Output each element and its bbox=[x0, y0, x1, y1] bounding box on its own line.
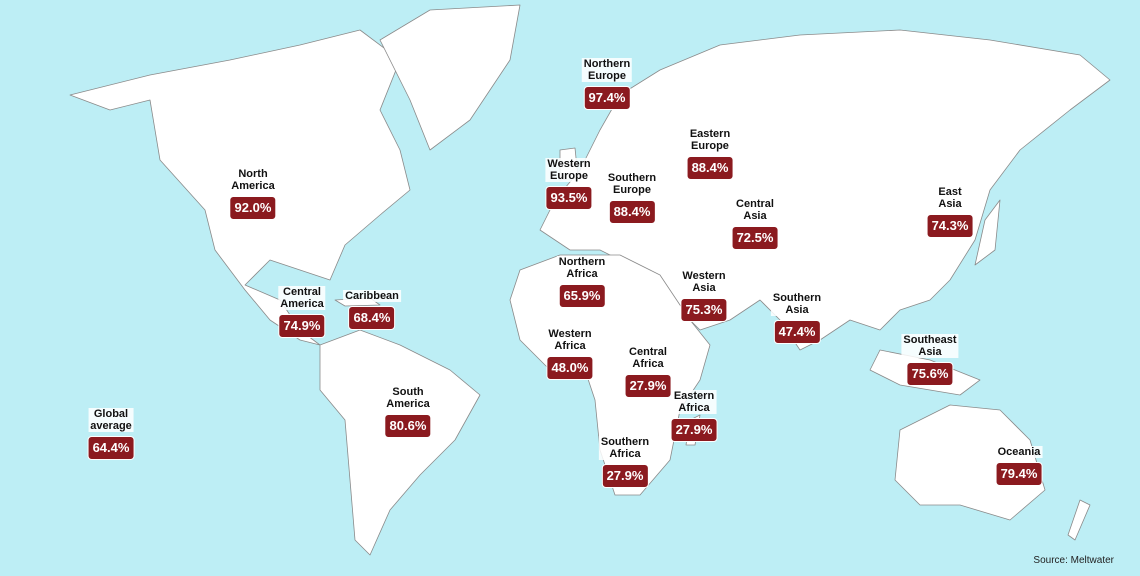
region-name: Caribbean bbox=[343, 290, 401, 302]
region-label-southern-africa: Southern Africa 27.9% bbox=[598, 436, 652, 488]
region-name: Western Europe bbox=[545, 158, 593, 182]
region-label-east-asia: East Asia 74.3% bbox=[926, 186, 974, 238]
region-name: Northern Africa bbox=[556, 256, 608, 280]
region-value-badge: 72.5% bbox=[731, 226, 779, 250]
region-label-oceania: Oceania 79.4% bbox=[995, 446, 1043, 486]
region-label-southeast-asia: Southeast Asia 75.6% bbox=[901, 334, 959, 386]
region-label-central-africa: Central Africa 27.9% bbox=[624, 346, 672, 398]
region-value-badge: 93.5% bbox=[545, 186, 593, 210]
region-value-badge: 75.6% bbox=[906, 362, 954, 386]
region-label-northern-africa: Northern Africa 65.9% bbox=[556, 256, 608, 308]
region-name: Southern Asia bbox=[770, 292, 824, 316]
region-label-western-asia: Western Asia 75.3% bbox=[680, 270, 728, 322]
region-name: North America bbox=[229, 168, 277, 192]
source-credit: Source: Meltwater bbox=[1033, 555, 1114, 566]
region-name: Eastern Africa bbox=[671, 390, 717, 414]
japan-landmass bbox=[974, 199, 1001, 266]
region-value-badge: 97.4% bbox=[583, 86, 631, 110]
region-label-central-america: Central America 74.9% bbox=[278, 286, 326, 338]
region-name: Southern Africa bbox=[598, 436, 652, 460]
region-value-badge: 92.0% bbox=[229, 196, 277, 220]
region-value-badge: 27.9% bbox=[624, 374, 672, 398]
region-label-global-average: Global average 64.4% bbox=[87, 408, 135, 460]
region-label-south-america: South America 80.6% bbox=[384, 386, 432, 438]
region-value-badge: 47.4% bbox=[773, 320, 821, 344]
region-value-badge: 64.4% bbox=[87, 436, 135, 460]
region-label-western-africa: Western Africa 48.0% bbox=[546, 328, 594, 380]
region-name: East Asia bbox=[936, 186, 964, 210]
region-value-badge: 88.4% bbox=[686, 156, 734, 180]
region-value-badge: 48.0% bbox=[546, 356, 594, 380]
region-label-southern-asia: Southern Asia 47.4% bbox=[770, 292, 824, 344]
region-label-central-asia: Central Asia 72.5% bbox=[731, 198, 779, 250]
region-name: Southeast Asia bbox=[901, 334, 959, 358]
region-value-badge: 79.4% bbox=[995, 462, 1043, 486]
africa-landmass bbox=[509, 254, 711, 496]
region-label-caribbean: Caribbean 68.4% bbox=[343, 290, 401, 330]
region-name: Central Africa bbox=[627, 346, 669, 370]
region-label-southern-europe: Southern Europe 88.4% bbox=[605, 172, 659, 224]
region-value-badge: 68.4% bbox=[348, 306, 396, 330]
region-label-eastern-europe: Eastern Europe 88.4% bbox=[686, 128, 734, 180]
region-name: Western Asia bbox=[680, 270, 728, 294]
region-name: Southern Europe bbox=[605, 172, 659, 196]
region-value-badge: 27.9% bbox=[601, 464, 649, 488]
region-name: Central Asia bbox=[734, 198, 776, 222]
region-value-badge: 65.9% bbox=[558, 284, 606, 308]
new-zealand-landmass bbox=[1067, 499, 1091, 541]
region-value-badge: 88.4% bbox=[608, 200, 656, 224]
greenland-landmass bbox=[379, 4, 521, 151]
region-label-northern-europe: Northern Europe 97.4% bbox=[581, 58, 633, 110]
region-value-badge: 75.3% bbox=[680, 298, 728, 322]
region-value-badge: 74.9% bbox=[278, 314, 326, 338]
region-value-badge: 80.6% bbox=[384, 414, 432, 438]
region-label-western-europe: Western Europe 93.5% bbox=[545, 158, 593, 210]
region-name: Eastern Europe bbox=[687, 128, 733, 152]
region-name: Global average bbox=[88, 408, 134, 432]
region-label-eastern-africa: Eastern Africa 27.9% bbox=[670, 390, 718, 442]
south-america-landmass bbox=[319, 329, 481, 556]
region-name: Oceania bbox=[995, 446, 1043, 458]
region-name: Northern Europe bbox=[581, 58, 633, 82]
region-name: Central America bbox=[278, 286, 326, 310]
region-name: South America bbox=[384, 386, 432, 410]
australia-landmass bbox=[894, 404, 1046, 521]
region-label-north-america: North America 92.0% bbox=[229, 168, 277, 220]
region-name: Western Africa bbox=[546, 328, 594, 352]
region-value-badge: 74.3% bbox=[926, 214, 974, 238]
region-value-badge: 27.9% bbox=[670, 418, 718, 442]
